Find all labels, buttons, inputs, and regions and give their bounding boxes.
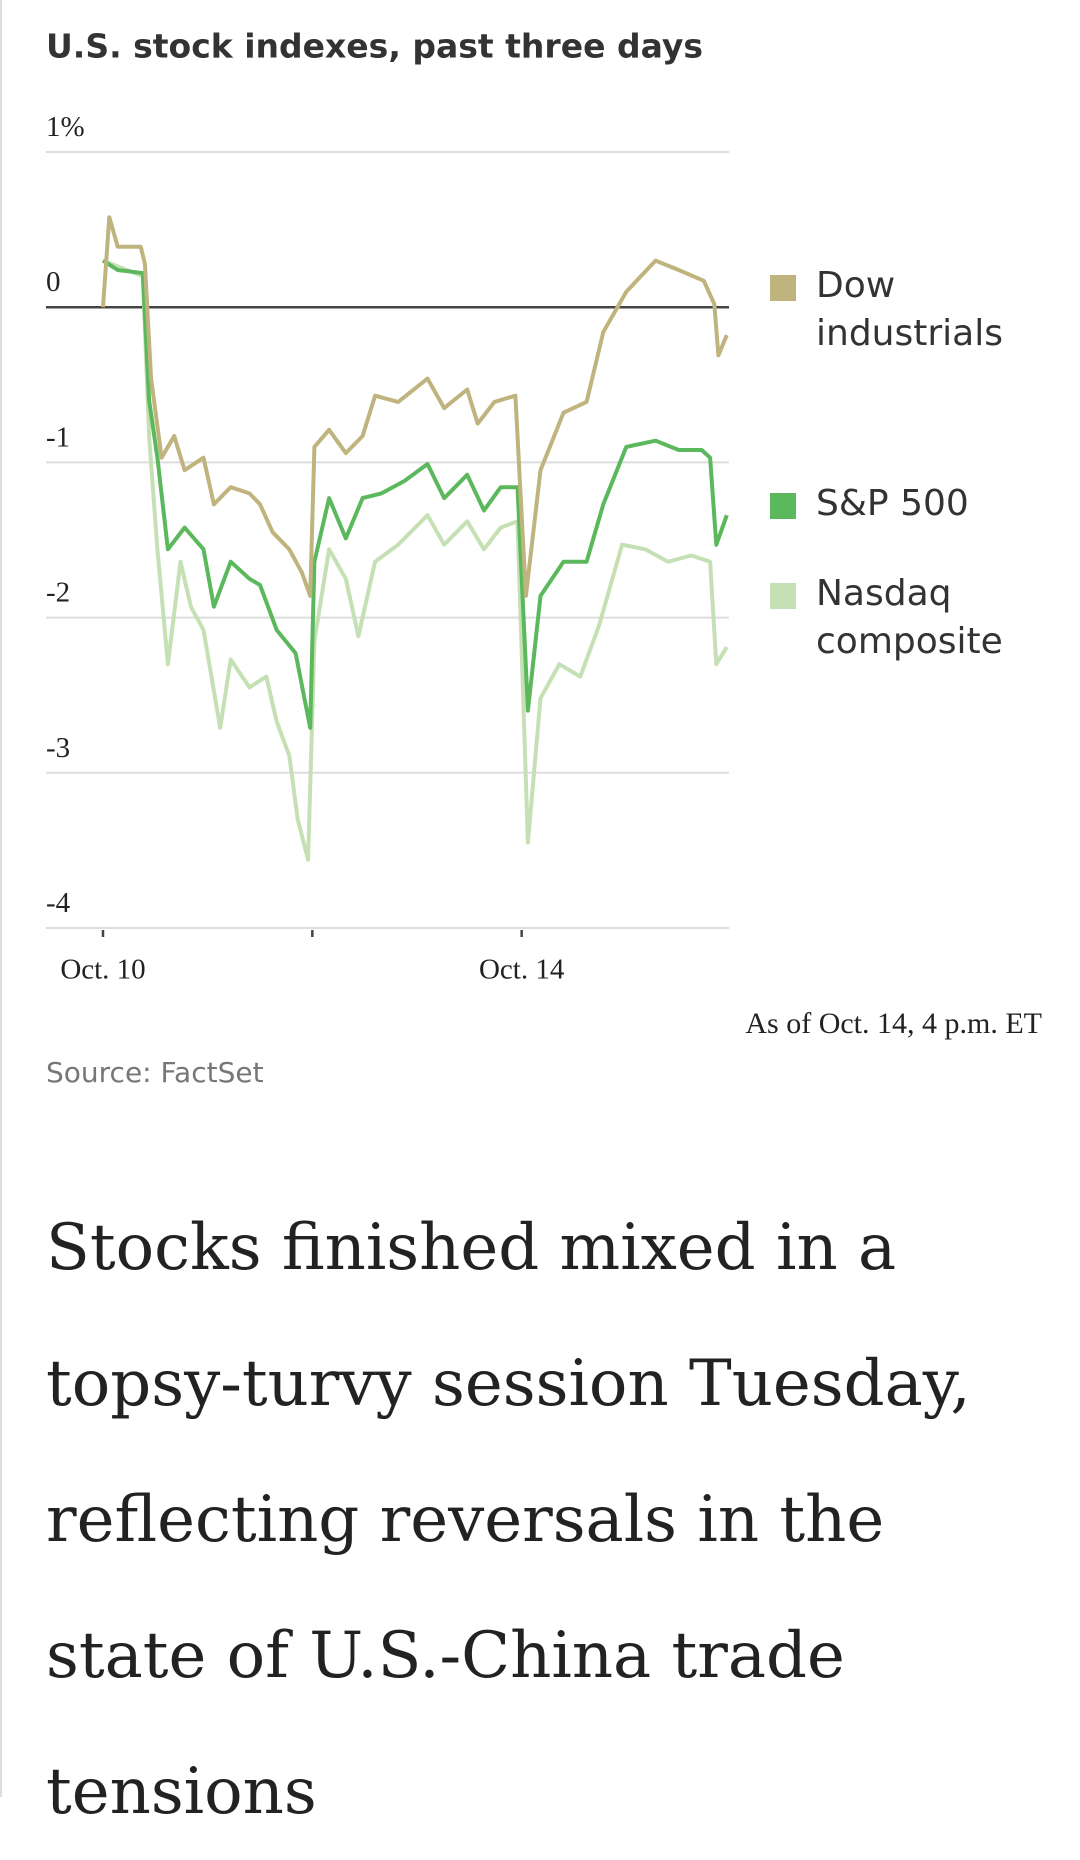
legend-label: Dow industrials bbox=[816, 265, 1003, 354]
legend-swatch bbox=[770, 275, 796, 301]
series-line bbox=[101, 258, 729, 730]
y-tick-label: -2 bbox=[46, 577, 70, 609]
x-tick-label: Oct. 10 bbox=[60, 954, 145, 986]
legend-label: Nasdaq composite bbox=[816, 573, 1003, 662]
legend-entry: Dow industrials bbox=[770, 262, 1030, 358]
article-text: Stocks finished mixed in a topsy-turvy s… bbox=[46, 1211, 971, 1829]
y-tick-label: 0 bbox=[46, 266, 61, 298]
series-line bbox=[101, 215, 729, 598]
series-line bbox=[102, 258, 729, 862]
source: Source: FactSet bbox=[46, 1056, 264, 1089]
legend-swatch bbox=[770, 493, 796, 519]
page: U.S. stock indexes, past three days As o… bbox=[0, 0, 1042, 1829]
chart: U.S. stock indexes, past three days As o… bbox=[46, 27, 1042, 1089]
note: As of Oct. 14, 4 p.m. ET bbox=[745, 1007, 1042, 1040]
y-tick-label: -3 bbox=[46, 732, 70, 764]
chart-title: U.S. stock indexes, past three days bbox=[46, 27, 703, 66]
legend-entry: Nasdaq composite bbox=[770, 570, 1030, 666]
legend-entry: S&P 500 bbox=[770, 480, 1030, 528]
y-tick-label: -1 bbox=[46, 421, 70, 453]
legend-swatch bbox=[770, 583, 796, 609]
legend-label: S&P 500 bbox=[816, 483, 969, 524]
x-tick-label: Oct. 14 bbox=[479, 954, 565, 986]
y-tick-label: 1% bbox=[46, 111, 85, 143]
y-tick-label: -4 bbox=[46, 887, 71, 919]
